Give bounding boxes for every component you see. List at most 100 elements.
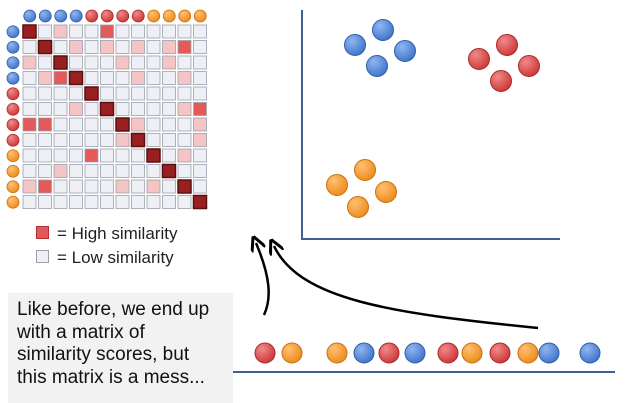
legend-high-label: = High similarity bbox=[57, 224, 178, 243]
matrix-row-dot bbox=[6, 71, 20, 85]
matrix-cell bbox=[131, 40, 145, 54]
matrix-cell bbox=[53, 102, 68, 116]
cluster-point bbox=[366, 55, 388, 77]
legend-high-swatch bbox=[36, 226, 49, 240]
cluster-plot bbox=[301, 10, 560, 240]
legend-low-label: = Low similarity bbox=[57, 248, 174, 267]
red-cluster bbox=[468, 34, 540, 92]
similarity-matrix bbox=[6, 9, 208, 210]
matrix-cell bbox=[84, 24, 99, 39]
orange-cluster bbox=[326, 159, 397, 218]
matrix-cell bbox=[131, 24, 145, 39]
matrix-cell bbox=[131, 179, 145, 194]
matrix-cell bbox=[22, 55, 37, 70]
matrix-column-dot bbox=[23, 9, 37, 23]
caption-line: Like before, we end up bbox=[17, 299, 210, 320]
cluster-point bbox=[496, 34, 518, 56]
matrix-cell bbox=[22, 148, 37, 163]
matrix-cell bbox=[100, 86, 114, 101]
line-point bbox=[281, 342, 303, 364]
line-point bbox=[437, 342, 459, 364]
matrix-cell bbox=[69, 148, 83, 163]
matrix-cell bbox=[38, 117, 52, 132]
matrix-cell bbox=[162, 117, 176, 132]
matrix-cell bbox=[84, 86, 99, 101]
blue-cluster bbox=[344, 19, 416, 77]
matrix-cell bbox=[100, 40, 114, 54]
matrix-cell bbox=[100, 55, 114, 70]
matrix-cell bbox=[131, 102, 145, 116]
matrix-cell bbox=[69, 86, 83, 101]
matrix-column-dot bbox=[100, 9, 114, 23]
matrix-cell bbox=[162, 40, 176, 54]
line-point bbox=[353, 342, 375, 364]
line-point bbox=[326, 342, 348, 364]
matrix-cell bbox=[53, 164, 68, 178]
matrix-column-dot bbox=[54, 9, 68, 23]
matrix-cell bbox=[193, 148, 207, 163]
matrix-cell bbox=[38, 24, 52, 39]
matrix-cell bbox=[193, 55, 207, 70]
matrix-cell bbox=[22, 179, 37, 194]
matrix-cell bbox=[115, 148, 130, 163]
matrix-row-dot bbox=[6, 149, 20, 163]
matrix-cell bbox=[38, 102, 52, 116]
matrix-cell bbox=[177, 86, 192, 101]
matrix-cell bbox=[162, 55, 176, 70]
cluster-point bbox=[375, 181, 397, 203]
matrix-column-dot bbox=[193, 9, 207, 23]
matrix-cell bbox=[69, 55, 83, 70]
matrix-cell bbox=[115, 133, 130, 147]
matrix-cell bbox=[177, 195, 192, 209]
matrix-column-dot bbox=[162, 9, 176, 23]
cluster-point bbox=[372, 19, 394, 41]
matrix-cell bbox=[146, 102, 161, 116]
line-point bbox=[579, 342, 601, 364]
caption-box: Like before, we end up with a matrix of … bbox=[8, 293, 233, 403]
matrix-row-dot bbox=[6, 102, 20, 116]
matrix-cell bbox=[162, 102, 176, 116]
caption-line: this matrix is a mess... bbox=[17, 366, 205, 388]
matrix-cell bbox=[22, 71, 37, 85]
cluster-point bbox=[347, 196, 369, 218]
matrix-cell bbox=[84, 164, 99, 178]
matrix-cell bbox=[193, 179, 207, 194]
matrix-cell bbox=[115, 164, 130, 178]
matrix-cell bbox=[146, 148, 161, 163]
arrow-right bbox=[274, 246, 539, 330]
matrix-cell bbox=[69, 40, 83, 54]
matrix-cell bbox=[146, 117, 161, 132]
matrix-cell bbox=[146, 86, 161, 101]
matrix-cell bbox=[146, 164, 161, 178]
matrix-cell bbox=[193, 86, 207, 101]
matrix-cell bbox=[84, 40, 99, 54]
line-point bbox=[517, 342, 539, 364]
matrix-cell bbox=[100, 24, 114, 39]
matrix-cell bbox=[38, 55, 52, 70]
matrix-cell bbox=[100, 179, 114, 194]
matrix-row-dot bbox=[6, 25, 20, 39]
matrix-cell bbox=[146, 55, 161, 70]
matrix-cell bbox=[53, 133, 68, 147]
line-point bbox=[378, 342, 400, 364]
matrix-cell bbox=[38, 86, 52, 101]
legend-low: = Low similarity bbox=[36, 248, 174, 268]
matrix-cell bbox=[22, 24, 37, 39]
cluster-point bbox=[394, 40, 416, 62]
matrix-cell bbox=[84, 71, 99, 85]
matrix-cell bbox=[84, 102, 99, 116]
matrix-cell bbox=[22, 86, 37, 101]
matrix-cell bbox=[177, 40, 192, 54]
arrow-left bbox=[256, 243, 270, 316]
matrix-cell bbox=[146, 24, 161, 39]
matrix-cell bbox=[177, 102, 192, 116]
matrix-cell bbox=[84, 148, 99, 163]
matrix-column-dot bbox=[38, 9, 52, 23]
matrix-column-dot bbox=[116, 9, 130, 23]
matrix-cell bbox=[193, 24, 207, 39]
matrix-column-dot bbox=[178, 9, 192, 23]
matrix-cell bbox=[131, 148, 145, 163]
matrix-cell bbox=[115, 195, 130, 209]
matrix-cell bbox=[53, 117, 68, 132]
